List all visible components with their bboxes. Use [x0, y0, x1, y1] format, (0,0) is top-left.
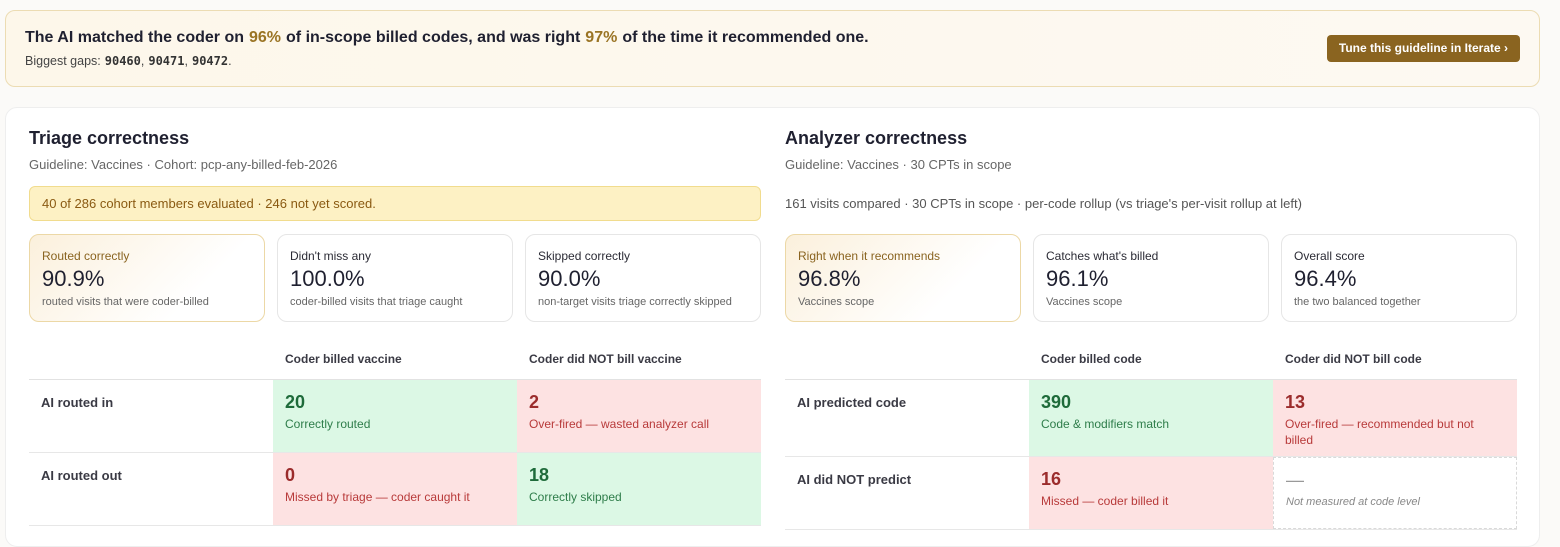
headline-stat: 97% [585, 29, 618, 46]
metric-label: Routed correctly [42, 249, 130, 263]
confusion-matrix: Coder billed code Coder did NOT bill code… [785, 346, 1517, 530]
panel: Triage correctness Guideline: Vaccines · … [29, 126, 761, 546]
cell-caption: Not measured at code level [1286, 496, 1420, 508]
summary-banner: The AI matched the coder on 96% of in-scop… [5, 10, 1540, 87]
biggest-gaps: Biggest gaps: 90460, 90471, 90472. [25, 54, 236, 68]
metric-value: 100.0% [290, 266, 365, 291]
matrix-cell: 18 Correctly skipped [517, 453, 761, 525]
confusion-matrix: Coder billed vaccine Coder did NOT bill v… [29, 346, 761, 526]
gap-code: 90460 [104, 54, 141, 68]
cell-caption: Correctly routed [285, 417, 371, 431]
metric-caption: Vaccines scope [1046, 296, 1123, 308]
row-label: AI routed out [41, 468, 122, 483]
headline: The AI matched the coder on 96% of in-scop… [25, 29, 874, 47]
metric-card: Overall score 96.4% the two balanced toget… [1281, 234, 1517, 322]
cell-value: 16 [1041, 469, 1062, 489]
dashboard: The AI matched the coder on 96% of in-scop… [5, 10, 1540, 547]
matrix-cell: 16 Missed — coder billed it [1029, 457, 1273, 529]
metric-row: Right when it recommends 96.8% Vaccines sc… [785, 234, 1517, 322]
column-header: Coder did NOT bill vaccine [529, 352, 682, 366]
metric-row: Routed correctly 90.9% routed visits that … [29, 234, 761, 322]
metric-card: Right when it recommends 96.8% Vaccines sc… [785, 234, 1021, 322]
cell-value: — [1286, 470, 1304, 490]
column-header: Coder billed vaccine [285, 352, 402, 366]
headline-text: of in-scope billed codes, and was right [286, 29, 581, 46]
matrix-row: AI predicted code 390 Code & modifiers mat… [785, 380, 1517, 457]
metric-label: Didn't miss any [290, 249, 371, 263]
matrix-row: AI routed out 0 Missed by triage — coder c… [29, 453, 761, 526]
metric-card: Catches what's billed 96.1% Vaccines scope [1033, 234, 1269, 322]
cell-caption: Missed by triage — coder caught it [285, 490, 470, 504]
matrix-cell: — Not measured at code level [1273, 457, 1517, 529]
metric-value: 96.1% [1046, 266, 1109, 291]
row-label: AI routed in [41, 395, 114, 410]
cell-value: 0 [285, 465, 296, 485]
metric-card: Skipped correctly 90.0% non-target visits … [525, 234, 761, 322]
matrix-cell: 390 Code & modifiers match [1029, 380, 1273, 456]
matrix-cell: 0 Missed by triage — coder caught it [273, 453, 517, 525]
metric-value: 90.9% [42, 266, 105, 291]
matrix-cell: 20 Correctly routed [273, 380, 517, 452]
metric-value: 96.4% [1294, 266, 1357, 291]
column-header: Coder billed code [1041, 352, 1142, 366]
metric-card: Didn't miss any 100.0% coder-billed visits… [277, 234, 513, 322]
headline-stat: 96% [249, 29, 282, 46]
metric-card: Routed correctly 90.9% routed visits that … [29, 234, 265, 322]
cell-caption: Missed — coder billed it [1041, 494, 1169, 508]
metric-label: Skipped correctly [538, 249, 631, 263]
cell-caption: Correctly skipped [529, 490, 622, 504]
matrix-row: AI routed in 20 Correctly routed 2 Over-fire… [29, 380, 761, 453]
metric-label: Right when it recommends [798, 249, 941, 263]
metric-caption: the two balanced together [1294, 296, 1421, 308]
panel-title: Analyzer correctness [785, 128, 968, 148]
row-label: AI predicted code [797, 395, 907, 410]
panel-note: 40 of 286 cohort members evaluated · 246… [29, 186, 761, 221]
panel-subtitle: Guideline: Vaccines · 30 CPTs in scope [785, 157, 1012, 172]
gaps-label: Biggest gaps: [25, 54, 101, 68]
panel: Analyzer correctness Guideline: Vaccines … [785, 126, 1517, 546]
matrix-header: Coder billed vaccine Coder did NOT bill v… [29, 346, 761, 380]
metric-value: 96.8% [798, 266, 861, 291]
row-label: AI did NOT predict [797, 472, 912, 487]
gap-separator: , [140, 54, 145, 68]
gap-separator: . [228, 54, 232, 68]
headline-text: of the time it recommended one. [622, 29, 869, 46]
metric-caption: Vaccines scope [798, 296, 875, 308]
panel-title: Triage correctness [29, 128, 190, 148]
cell-caption: Code & modifiers match [1041, 417, 1170, 431]
page: Correctness dashboard {"banner": { "head… [5, 10, 1540, 547]
matrix-cell: 2 Over-fired — wasted analyzer call [517, 380, 761, 452]
gap-code: 90471 [148, 54, 185, 68]
cell-value: 18 [529, 465, 550, 485]
matrix-row: AI did NOT predict 16 Missed — coder bille… [785, 457, 1517, 530]
cell-caption: Over-fired — wasted analyzer call [529, 417, 710, 431]
cell-caption: Over-fired — recommended but not billed [1285, 417, 1474, 447]
tune-button[interactable]: Tune this guideline in Iterate › [1326, 35, 1520, 62]
matrix-corner [785, 346, 1029, 379]
gap-code: 90472 [191, 54, 229, 68]
metric-label: Catches what's billed [1046, 249, 1159, 263]
correctness-card: Triage correctness Guideline: Vaccines · … [5, 107, 1540, 547]
metric-caption: routed visits that were coder-billed [42, 296, 209, 308]
panel-note: 161 visits compared · 30 CPTs in scope ·… [785, 196, 1302, 211]
headline-text: The AI matched the coder on [25, 29, 244, 46]
cell-value: 20 [285, 392, 306, 412]
cell-value: 13 [1285, 392, 1306, 412]
metric-label: Overall score [1294, 249, 1365, 263]
cell-value: 390 [1041, 392, 1072, 412]
matrix-corner [29, 346, 273, 379]
metric-value: 90.0% [538, 266, 601, 291]
panel-subtitle: Guideline: Vaccines · Cohort: pcp-any-bi… [29, 157, 338, 172]
cell-value: 2 [529, 392, 540, 412]
matrix-cell: 13 Over-fired — recommended but not bille… [1273, 380, 1517, 456]
column-header: Coder did NOT bill code [1285, 352, 1422, 366]
matrix-header: Coder billed code Coder did NOT bill code [785, 346, 1517, 380]
metric-caption: coder-billed visits that triage caught [290, 296, 463, 308]
metric-caption: non-target visits triage correctly skipp… [538, 296, 732, 308]
gap-separator: , [184, 54, 188, 68]
